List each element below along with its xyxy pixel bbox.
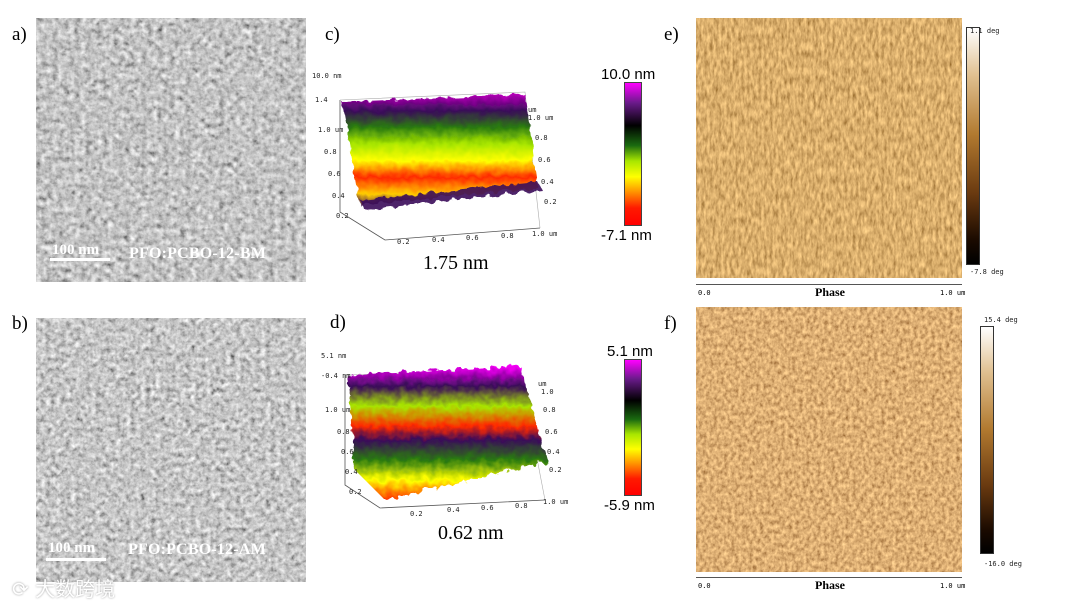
y-tick-d-2: 0.8 (543, 406, 556, 414)
phase-colorbar-max-e: 1.1 deg (970, 27, 1000, 35)
phase-x-start-f: 0.0 (698, 582, 711, 590)
colorbar-min-c: -7.1 nm (601, 227, 652, 244)
colorbar-d (624, 359, 642, 496)
roughness-d: 0.62 nm (438, 522, 504, 544)
y-tick-c-4: 0.4 (541, 178, 554, 186)
z-tick-d-1: 1.0 um (325, 406, 351, 414)
phase-axis-e (696, 284, 962, 285)
phase-x-end-f: 1.0 um (940, 582, 966, 590)
afm-3d-plot-d: 5.1 nm -0.4 nm 1.0 um 0.8 0.6 0.4 0.2 um… (315, 350, 575, 520)
y-tick-d-3: 0.6 (545, 428, 558, 436)
x-tick-c-2: 0.6 (466, 234, 479, 242)
panel-label-b: b) (12, 313, 28, 334)
afm-3d-surface-d (344, 366, 547, 509)
z-tick-d-3: 0.6 (341, 448, 354, 456)
z-tick-d-0: -0.4 nm (321, 372, 351, 380)
panel-label-d: d) (330, 312, 346, 333)
z-tick-c-2: 0.8 (324, 148, 337, 156)
phase-colorbar-max-f: 15.4 deg (984, 316, 1018, 324)
y-tick-c-3: 0.6 (538, 156, 551, 164)
phase-axis-title-f: Phase (815, 578, 845, 592)
z-tick-c-0: 1.4 (315, 96, 328, 104)
z-tick-d-4: 0.4 (345, 468, 358, 476)
watermark-text: 大数跨境 (35, 577, 116, 601)
y-tick-c-0: um (528, 106, 537, 114)
z-axis-top-c: 10.0 nm (312, 72, 342, 80)
roughness-c: 1.75 nm (423, 252, 489, 274)
z-tick-d-5: 0.2 (349, 488, 362, 496)
afm-phase-image-f (696, 307, 962, 572)
phase-colorbar-min-f: -16.0 deg (984, 560, 1022, 568)
panel-label-c: c) (325, 24, 340, 45)
watermark-logo: ⟳ 大数跨境 (12, 573, 115, 602)
sample-label-b: PFO:PCBO-12-AM (128, 541, 266, 558)
x-tick-d-3: 0.8 (515, 502, 528, 510)
scale-bar-b (46, 558, 106, 561)
scale-bar-a (50, 258, 110, 261)
x-tick-c-0: 0.2 (397, 238, 410, 246)
scale-bar-label-b: 100 nm (48, 540, 96, 556)
colorbar-max-c: 10.0 nm (601, 66, 656, 83)
z-axis-top-d: 5.1 nm (321, 352, 347, 360)
phase-colorbar-e (966, 27, 980, 265)
panel-label-f: f) (664, 313, 677, 334)
phase-axis-f (696, 577, 962, 578)
z-tick-d-2: 0.8 (337, 428, 350, 436)
afm-3d-surface-c (339, 91, 542, 241)
tem-image-a: 100 nm PFO:PCBO-12-BM (36, 18, 306, 282)
y-tick-d-0: um (538, 380, 547, 388)
z-tick-c-3: 0.6 (328, 170, 341, 178)
watermark-icon: ⟳ (12, 577, 29, 601)
scale-bar-label-a: 100 nm (52, 242, 100, 258)
panel-label-e: e) (664, 24, 679, 45)
x-tick-c-4: 1.0 um (532, 230, 558, 238)
phase-x-start-e: 0.0 (698, 289, 711, 297)
tem-image-b: 100 nm PFO:PCBO-12-AM (36, 318, 306, 582)
z-tick-c-4: 0.4 (332, 192, 345, 200)
colorbar-min-d: -5.9 nm (604, 497, 655, 514)
x-tick-d-4: 1.0 um (543, 498, 569, 506)
phase-x-end-e: 1.0 um (940, 289, 966, 297)
x-tick-c-1: 0.4 (432, 236, 445, 244)
z-tick-c-5: 0.2 (336, 212, 349, 220)
colorbar-max-d: 5.1 nm (607, 343, 653, 360)
z-tick-c-1: 1.0 um (318, 126, 344, 134)
phase-colorbar-min-e: -7.8 deg (970, 268, 1004, 276)
afm-3d-plot-c: 10.0 nm 1.4 1.0 um 0.8 0.6 0.4 0.2 um 1.… (310, 60, 560, 246)
y-tick-d-4: 0.4 (547, 448, 560, 456)
y-tick-c-1: 1.0 um (528, 114, 554, 122)
x-tick-d-1: 0.4 (447, 506, 460, 514)
colorbar-c (624, 82, 642, 226)
phase-colorbar-f (980, 326, 994, 554)
panel-label-a: a) (12, 24, 27, 45)
y-tick-c-5: 0.2 (544, 198, 557, 206)
y-tick-d-5: 0.2 (549, 466, 562, 474)
phase-axis-title-e: Phase (815, 285, 845, 299)
afm-phase-image-e (696, 18, 962, 278)
x-tick-d-0: 0.2 (410, 510, 423, 518)
y-tick-c-2: 0.8 (535, 134, 548, 142)
x-tick-d-2: 0.6 (481, 504, 494, 512)
y-tick-d-1: 1.0 (541, 388, 554, 396)
sample-label-a: PFO:PCBO-12-BM (129, 245, 266, 262)
x-tick-c-3: 0.8 (501, 232, 514, 240)
